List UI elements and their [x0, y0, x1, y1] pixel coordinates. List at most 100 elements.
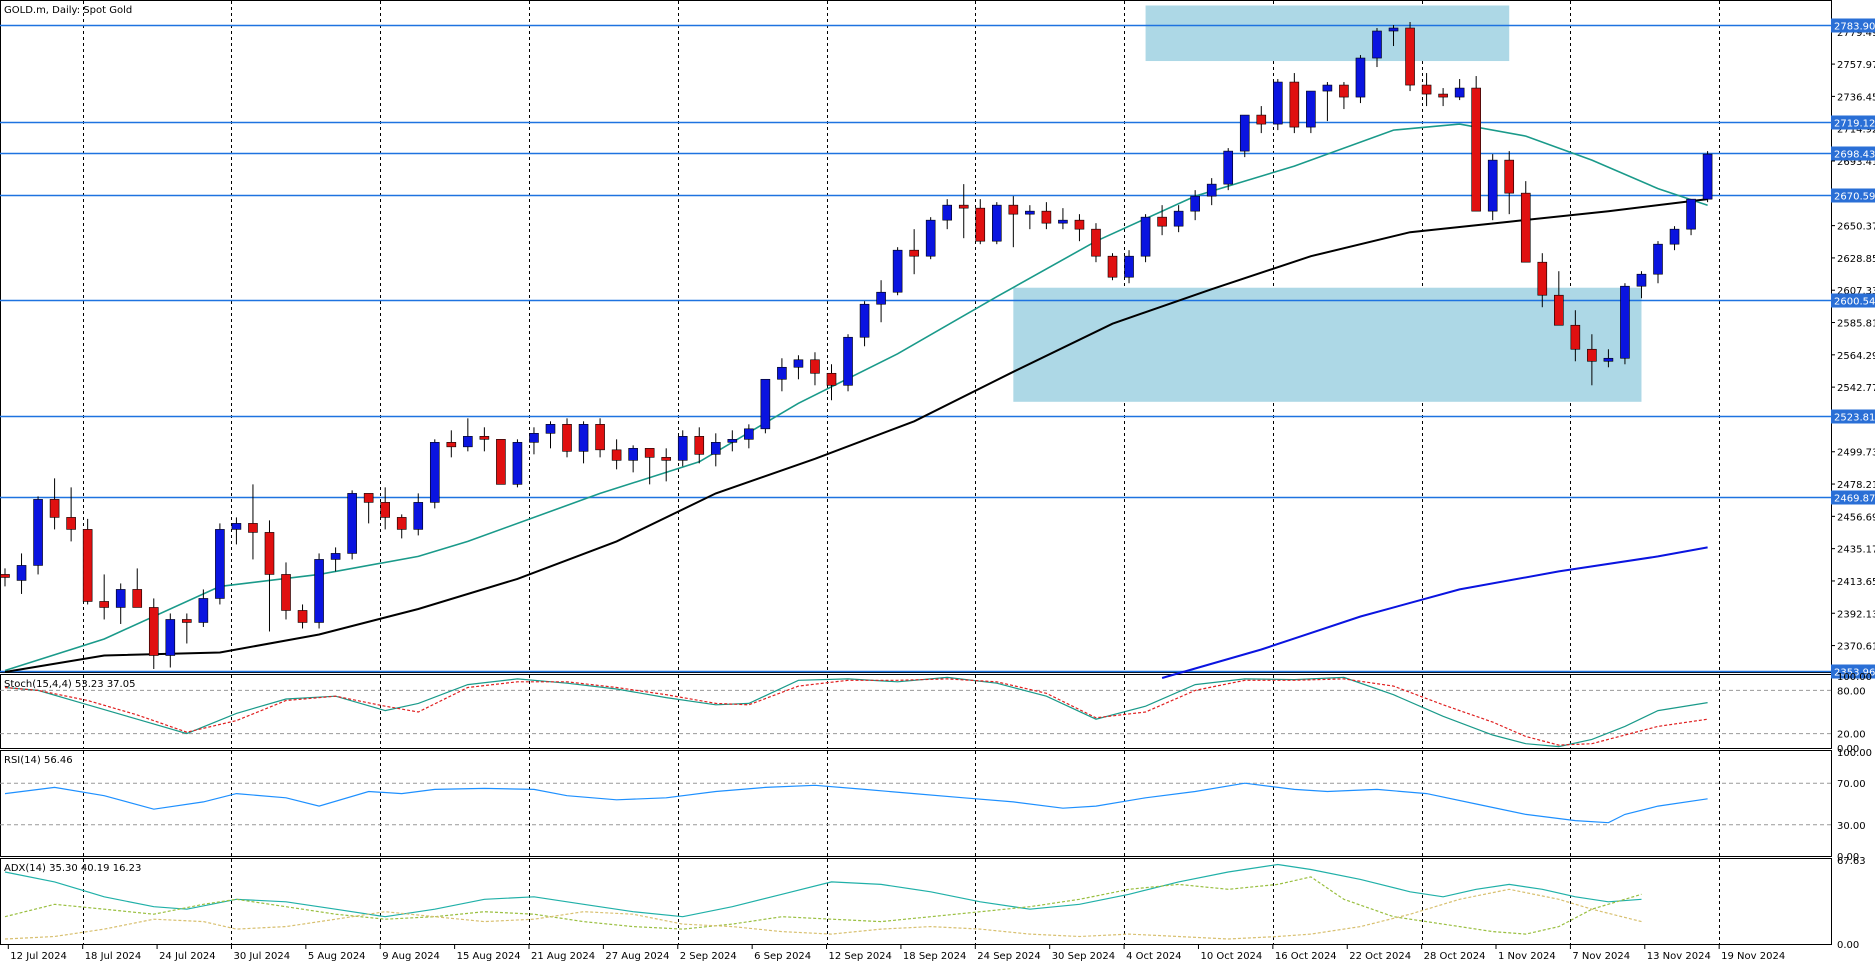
candle-body [1256, 114, 1267, 125]
indicator-line [4, 863, 1642, 918]
y-tick-label: 2456.69 [1837, 512, 1875, 523]
candle-body [16, 565, 27, 581]
candle-body [958, 204, 969, 209]
candle-body [1107, 255, 1118, 278]
candle-body [198, 598, 209, 623]
candle-body [1124, 255, 1134, 278]
y-tick-label: 2392.13 [1837, 609, 1875, 620]
x-tick-label: 9 Aug 2024 [382, 951, 440, 962]
indicator-tick-label: 100.00 [1837, 748, 1872, 759]
candle-body [66, 517, 76, 530]
rsi-pane-frame [0, 750, 1832, 857]
candle-body [1587, 348, 1597, 362]
candle-body [512, 442, 523, 485]
indicator-tick-label: 30.00 [1837, 821, 1866, 832]
candle-body [1686, 198, 1696, 230]
stoch-title: Stoch(15,4,4) 53.23 37.05 [4, 679, 135, 690]
x-tick-label: 15 Aug 2024 [457, 951, 521, 962]
candle-body [1239, 114, 1250, 152]
candle-body [115, 589, 126, 608]
candle-body [1471, 87, 1481, 212]
candle-body [1636, 273, 1647, 287]
x-tick-label: 6 Sep 2024 [754, 951, 811, 962]
candle-body [1339, 84, 1349, 98]
candle-body [1388, 27, 1399, 32]
y-tick-label: 2564.29 [1837, 351, 1875, 362]
price-level-label: 2783.90 [1834, 22, 1875, 33]
y-tick-label: 2499.73 [1837, 448, 1875, 459]
candle-body [611, 449, 622, 461]
price-level-label: 2698.43 [1834, 150, 1875, 161]
candle-body [1190, 195, 1200, 212]
x-tick-label: 24 Jul 2024 [159, 951, 216, 962]
candle-body [1454, 87, 1465, 98]
x-tick-label: 30 Jul 2024 [233, 951, 290, 962]
y-tick-label: 2478.21 [1837, 480, 1875, 491]
candle-body [132, 589, 143, 608]
candle-body [1355, 57, 1366, 98]
candle-body [661, 457, 672, 461]
x-tick-label: 12 Jul 2024 [10, 951, 67, 962]
x-tick-label: 4 Oct 2024 [1126, 951, 1181, 962]
candle-body [1289, 81, 1300, 128]
indicator-tick-label: 67.63 [1837, 856, 1866, 867]
candle-body [760, 378, 771, 430]
candle-body [330, 553, 341, 560]
candles [0, 22, 1713, 669]
x-tick-label: 19 Nov 2024 [1721, 951, 1785, 962]
x-tick-label: 10 Oct 2024 [1200, 951, 1262, 962]
candle-body [1041, 210, 1052, 224]
x-tick-label: 30 Sep 2024 [1052, 951, 1115, 962]
rsi-title: RSI(14) 56.46 [4, 755, 73, 766]
indicator-tick-label: 80.00 [1837, 686, 1866, 697]
candle-body [1273, 81, 1283, 125]
price-level-tag [1831, 293, 1875, 308]
x-tick-label: 16 Oct 2024 [1275, 951, 1337, 962]
indicator-tick-label: 0.00 [1837, 852, 1859, 863]
candle-body [82, 529, 93, 602]
y-tick-label: 2650.37 [1837, 222, 1875, 233]
candle-body [1554, 294, 1564, 326]
indicator-tick-label: 0.00 [1837, 744, 1859, 755]
moving-average-line [4, 198, 1708, 673]
zone-box [1013, 287, 1642, 402]
candle-body [479, 436, 490, 440]
x-tick-label: 5 Aug 2024 [308, 951, 366, 962]
indicators: 100.0080.0020.000.00100.0070.0030.000.00… [0, 672, 1872, 951]
y-tick-label: 2435.17 [1837, 545, 1875, 556]
candle-body [677, 436, 688, 461]
candle-body [744, 428, 754, 440]
candle-body [859, 303, 870, 338]
candle-body [281, 574, 291, 611]
candle-body [1537, 261, 1548, 296]
price-level-label: 2719.12 [1834, 119, 1875, 130]
candle-body [694, 436, 705, 455]
candle-body [347, 493, 357, 554]
y-tick-label: 2779.49 [1837, 28, 1875, 39]
price-level-tag [1831, 409, 1875, 424]
x-axis-labels: 12 Jul 2024 18 Jul 2024 24 Jul 2024 30 Jul … [7, 944, 1785, 962]
price-level-tag [1831, 146, 1875, 161]
x-tick-label: 2 Sep 2024 [680, 951, 737, 962]
x-tick-label: 28 Oct 2024 [1424, 951, 1486, 962]
candle-body [909, 249, 919, 257]
candle-body [991, 204, 1002, 242]
x-tick-label: 12 Sep 2024 [829, 951, 892, 962]
y-tick-label: 2607.33 [1837, 286, 1875, 297]
candle-body [463, 436, 473, 448]
price-level-tag [1831, 18, 1875, 33]
x-tick-label: 1 Nov 2024 [1498, 951, 1556, 962]
price-level-tag [1831, 115, 1875, 130]
candle-body [727, 439, 738, 443]
candle-body [925, 219, 936, 257]
moving-average-line [1161, 546, 1708, 679]
candle-body [975, 207, 986, 242]
candle-body [595, 424, 605, 451]
price-levels [0, 24, 1831, 673]
candle-body [446, 442, 457, 448]
candle-body [710, 442, 721, 455]
candle-body [1405, 27, 1415, 86]
candle-body [1702, 153, 1713, 200]
candle-body [1669, 228, 1680, 245]
candle-body [628, 448, 638, 461]
